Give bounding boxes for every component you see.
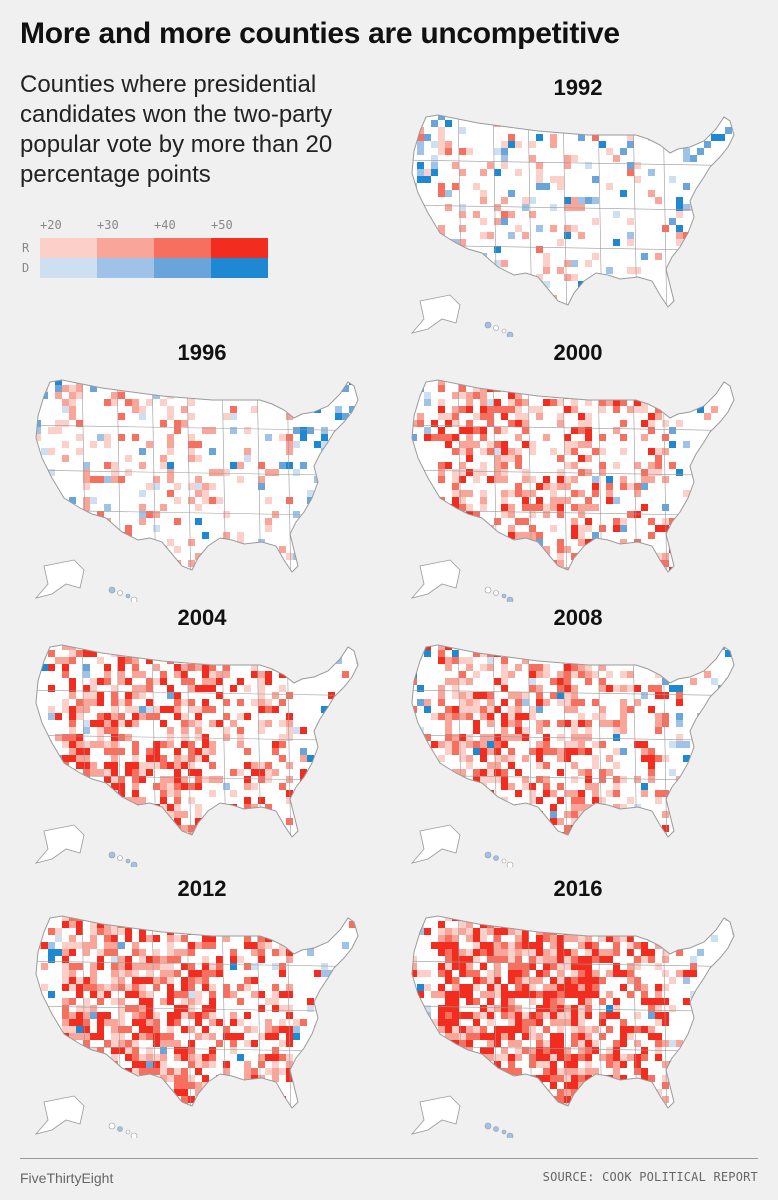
map-panel-2004: 2004 [22,605,382,867]
alaska [34,824,85,864]
map-panel-2012: 2012 [22,876,382,1138]
legend-swatch-r-4 [211,238,268,258]
legend-threshold: +50 [211,218,233,232]
hawaii-island [506,1132,514,1138]
hawaii-island [484,851,492,859]
hawaii-island [125,858,131,864]
map-panel-1996: 1996 [22,340,382,602]
hawaii-island [484,321,492,329]
alaska [410,294,461,334]
hawaii-island [493,325,499,331]
hawaii-island [506,331,514,337]
us-outline [35,379,359,573]
us-outline [411,379,735,573]
map-year-label: 2000 [553,340,603,365]
hawaii-island [130,861,138,867]
hawaii-island [108,1122,116,1130]
hawaii-island [501,1129,507,1135]
hawaii-island [117,1126,123,1132]
us-outline [35,915,359,1109]
legend-swatch-r-1 [40,238,97,258]
hawaii-island [484,586,492,594]
legend-swatch-d-1 [40,258,97,278]
hawaii-island [501,858,507,864]
map-panel-1992: 1992 [398,75,758,337]
hawaii-island [506,861,514,867]
map-year-label: 2008 [553,605,603,630]
alaska [410,559,461,599]
chart-title: More and more counties are uncompetitive [20,17,620,50]
legend-threshold: +20 [40,218,62,232]
hawaii-island [501,328,507,334]
map-panel-2000: 2000 [398,340,758,602]
us-outline [411,114,735,308]
source-note: SOURCE: COOK POLITICAL REPORT [542,1170,758,1184]
hawaii-island [493,590,499,596]
us-outline [35,644,359,838]
county-map [410,114,735,337]
brand-logo: FiveThirtyEight [20,1170,114,1186]
hawaii-island [501,593,507,599]
footer-divider [20,1158,758,1159]
color-legend: +20 +30 +40 +50 R D [20,215,270,285]
alaska [410,1095,461,1135]
legend-row-label-r: R [22,241,30,255]
county-fills [412,645,734,837]
legend-swatch-r-3 [154,238,211,258]
hawaii-island [506,596,514,602]
state-borders [412,916,734,1108]
us-outline [411,644,735,838]
hawaii-island [130,596,138,602]
hawaii-island [493,855,499,861]
legend-swatch-d-3 [154,258,211,278]
hawaii-island [493,1126,499,1132]
hawaii-island [125,593,131,599]
hawaii-island [130,1132,138,1138]
map-panel-2016: 2016 [398,876,758,1138]
hawaii-island [108,586,116,594]
legend-row-label-d: D [22,261,30,275]
hawaii-island [484,1122,492,1130]
county-map [410,379,735,602]
hawaii-island [125,1129,131,1135]
alaska [34,1095,85,1135]
chart-subtitle: Counties where presidential candidates w… [20,71,333,188]
legend-swatch-d-4 [211,258,268,278]
county-map [34,379,359,602]
alaska [34,559,85,599]
us-outline [411,915,735,1109]
county-map [410,644,735,867]
map-year-label: 1996 [177,340,227,365]
county-map [410,915,735,1138]
legend-swatch-r-2 [97,238,154,258]
county-map [34,915,359,1138]
map-year-label: 2004 [177,605,227,630]
legend-swatch-d-2 [97,258,154,278]
map-panel-2008: 2008 [398,605,758,867]
alaska [410,824,461,864]
map-year-label: 1992 [553,75,603,100]
hawaii-island [117,855,123,861]
legend-threshold: +40 [154,218,176,232]
county-map [34,644,359,867]
map-year-label: 2012 [177,876,227,901]
hawaii-island [117,590,123,596]
hawaii-island [108,851,116,859]
map-year-label: 2016 [553,876,603,901]
legend-threshold: +30 [97,218,119,232]
